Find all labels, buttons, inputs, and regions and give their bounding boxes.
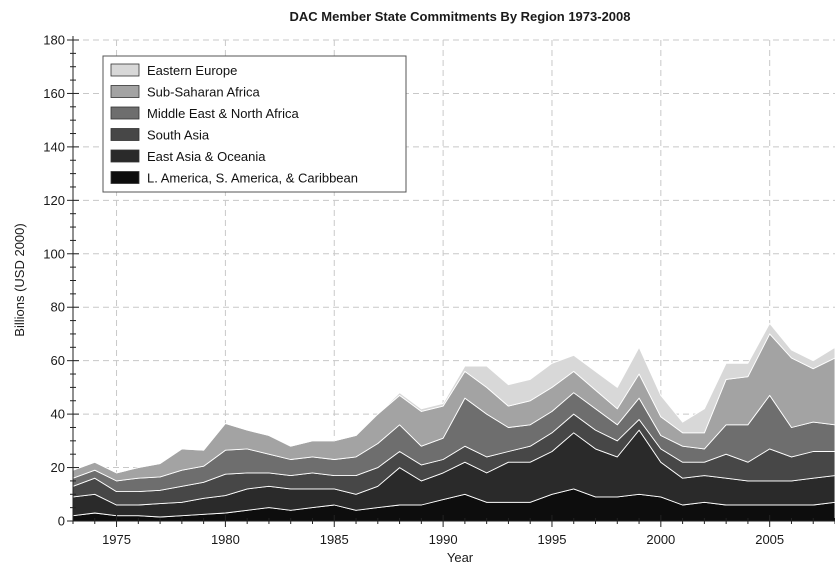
x-tick-label: 1985 (320, 532, 349, 547)
x-tick-label: 1995 (538, 532, 567, 547)
legend-swatch (110, 85, 140, 98)
x-tick-label: 1980 (211, 532, 240, 547)
y-tick-label: 80 (51, 300, 65, 315)
legend-label: East Asia & Oceania (147, 149, 266, 164)
legend-box (102, 55, 407, 193)
y-tick-label: 100 (43, 246, 65, 261)
y-axis-label: Billions (USD 2000) (12, 223, 27, 336)
area-series-5 (72, 322, 835, 474)
legend-swatch (110, 63, 140, 77)
y-tick-label: 20 (51, 460, 65, 475)
x-tick-label: 2005 (755, 532, 784, 547)
chart-title: DAC Member State Commitments By Region 1… (290, 9, 631, 24)
legend-label: South Asia (147, 128, 210, 143)
legend-swatch (110, 106, 140, 120)
legend-swatch (110, 149, 140, 163)
y-tick-label: 40 (51, 407, 65, 422)
x-tick-label: 1975 (102, 532, 131, 547)
legend-label: Sub-Saharan Africa (147, 85, 261, 100)
y-tick-label: 140 (43, 139, 65, 154)
y-tick-label: 180 (43, 33, 65, 48)
x-tick-label: 1990 (429, 532, 458, 547)
axes: 0 20 40 60 80 100 120 140 160 180 1975 1980 1985 1990… (43, 33, 835, 547)
x-tick-label: 2000 (646, 532, 675, 547)
stacked-areas (72, 322, 835, 522)
x-axis-label: Year (447, 550, 474, 564)
y-tick-label: 160 (43, 86, 65, 101)
y-tick-label: 60 (51, 353, 65, 368)
legend-label: Middle East & North Africa (147, 106, 299, 121)
legend-label: Eastern Europe (147, 63, 237, 78)
legend-swatch (110, 128, 140, 141)
legend-label: L. America, S. America, & Caribbean (147, 171, 358, 186)
legend: Eastern Europe Sub-Saharan Africa Middle E… (102, 55, 407, 193)
y-tick-label: 0 (58, 514, 65, 529)
y-tick-label: 120 (43, 193, 65, 208)
legend-swatch (110, 171, 140, 184)
